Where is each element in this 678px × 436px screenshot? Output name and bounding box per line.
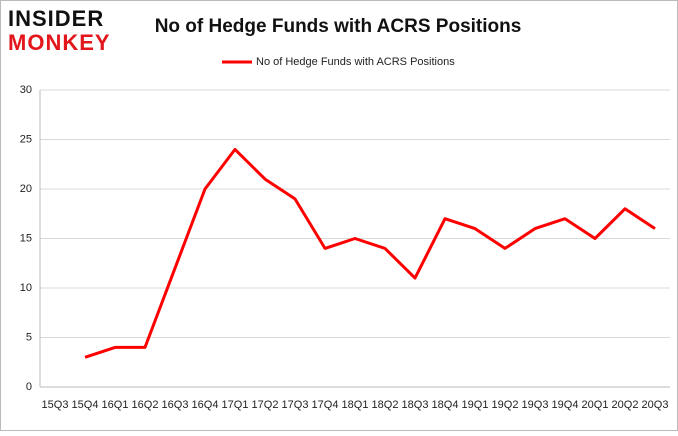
- y-tick-label: 30: [20, 84, 32, 96]
- chart-title: No of Hedge Funds with ACRS Positions: [155, 16, 522, 37]
- x-tick-label: 19Q4: [552, 399, 579, 411]
- x-tick-label: 17Q3: [282, 399, 309, 411]
- x-tick-label: 15Q3: [42, 399, 69, 411]
- x-tick-label: 19Q2: [492, 399, 519, 411]
- series-line: [84, 147, 656, 359]
- y-tick-label: 10: [20, 282, 32, 294]
- y-tick-label: 5: [26, 331, 32, 343]
- legend-label: No of Hedge Funds with ACRS Positions: [256, 56, 455, 68]
- x-tick-label: 17Q4: [312, 399, 339, 411]
- y-tick-label: 0: [26, 381, 32, 393]
- x-tick-label: 19Q1: [462, 399, 489, 411]
- logo-top: INSIDER: [8, 6, 104, 31]
- x-tick-label: 18Q1: [342, 399, 369, 411]
- x-tick-label: 17Q2: [252, 399, 279, 411]
- logo-bottom: MONKEY: [8, 30, 111, 55]
- x-tick-label: 17Q1: [222, 399, 249, 411]
- x-tick-label: 20Q2: [612, 399, 639, 411]
- x-tick-label: 20Q1: [582, 399, 609, 411]
- x-tick-label: 19Q3: [522, 399, 549, 411]
- x-tick-label: 18Q4: [432, 399, 459, 411]
- x-tick-label: 16Q2: [132, 399, 159, 411]
- x-tick-label: 16Q4: [192, 399, 219, 411]
- x-tick-label: 15Q4: [72, 399, 99, 411]
- x-tick-label: 16Q3: [162, 399, 189, 411]
- x-tick-label: 16Q1: [102, 399, 129, 411]
- y-tick-label: 20: [20, 183, 32, 195]
- y-tick-label: 15: [20, 232, 32, 244]
- x-tick-label: 18Q3: [402, 399, 429, 411]
- x-tick-label: 20Q3: [642, 399, 669, 411]
- y-tick-label: 25: [20, 133, 32, 145]
- x-tick-label: 18Q2: [372, 399, 399, 411]
